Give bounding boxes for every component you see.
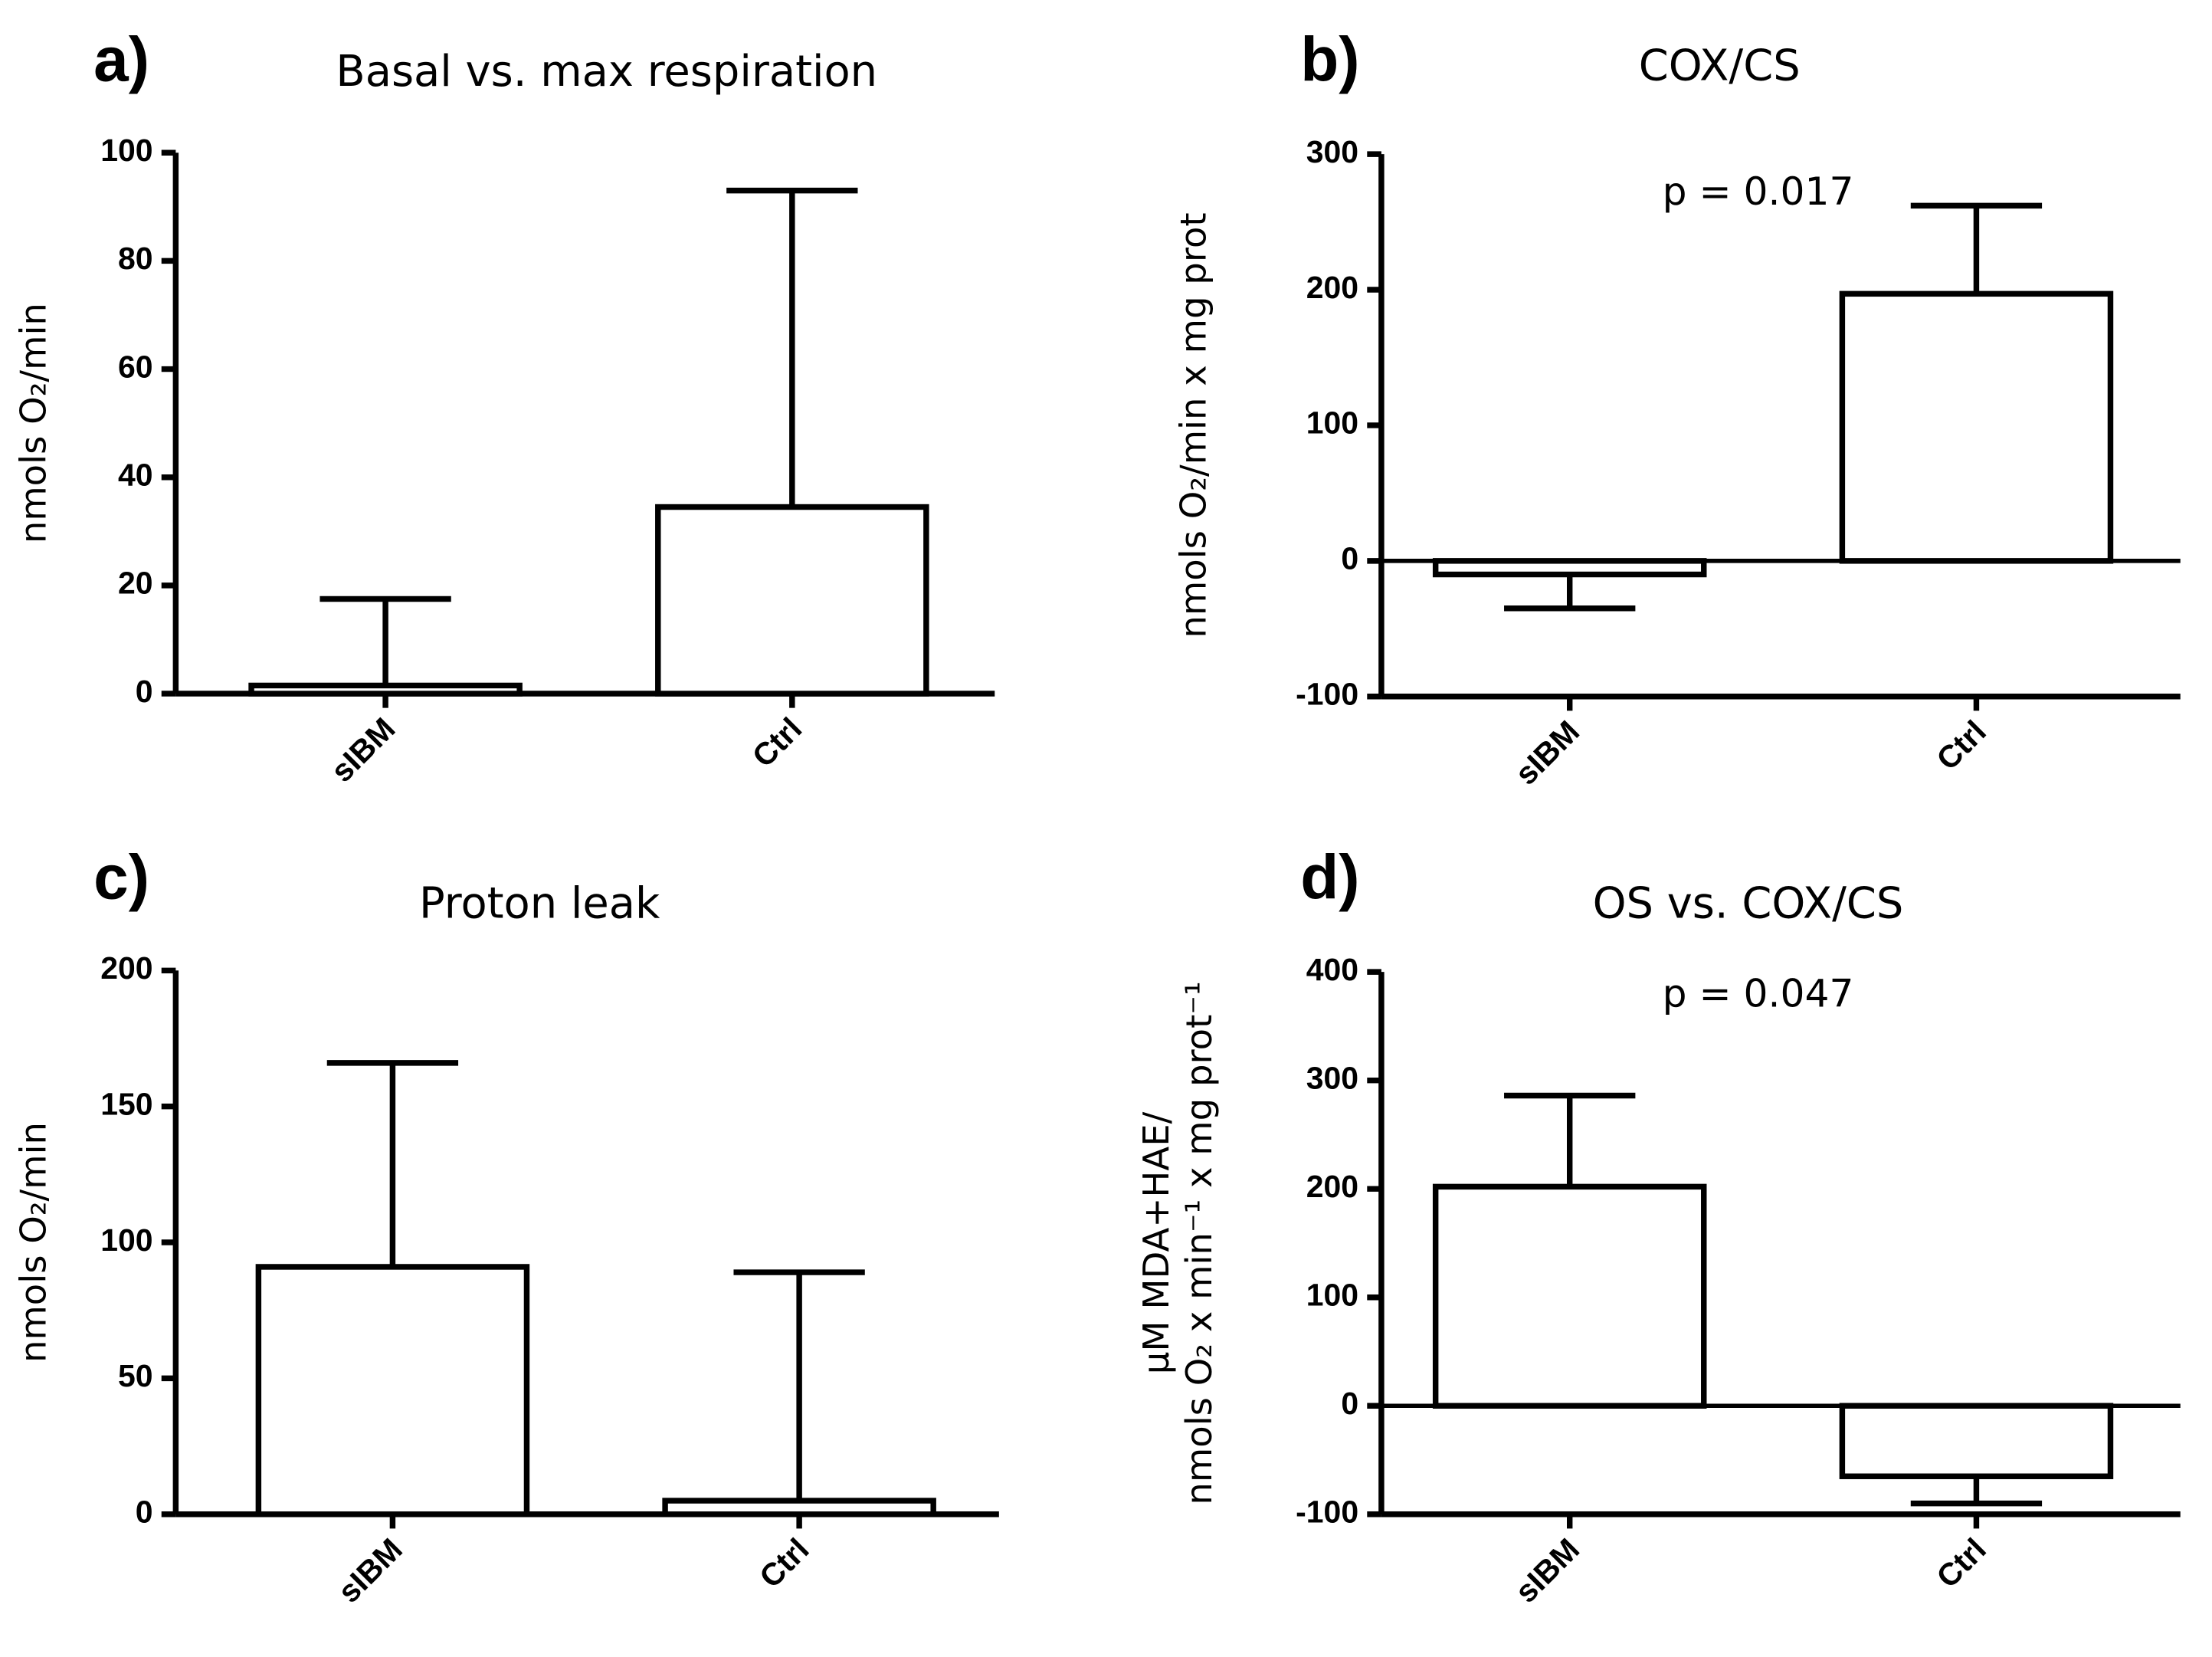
y-tick-label: 100 — [100, 1222, 152, 1258]
y-tick-label: 200 — [1306, 270, 1358, 305]
bar — [248, 682, 523, 697]
y-tick-label: 100 — [1306, 405, 1358, 441]
x-tick-label: sIBM — [331, 1531, 409, 1609]
bar — [662, 1498, 936, 1518]
bar — [1839, 1403, 2114, 1479]
y-tick-label: 100 — [1306, 1278, 1358, 1313]
y-tick-label: 60 — [118, 349, 153, 384]
y-tick-label: 0 — [136, 674, 153, 709]
y-tick-label: 40 — [118, 458, 153, 493]
panel-letter: a) — [93, 25, 149, 94]
annotation: p = 0.047 — [1663, 970, 1854, 1016]
y-axis-label: nmols O₂/min — [12, 303, 54, 543]
bar — [1432, 558, 1707, 578]
y-tick-label: 300 — [1306, 134, 1358, 169]
y-tick-label: 80 — [118, 241, 153, 276]
x-tick-label: sIBM — [1508, 714, 1586, 792]
y-tick-label: 20 — [118, 566, 153, 601]
x-tick-label: Ctrl — [752, 1531, 815, 1594]
x-tick-label: sIBM — [324, 710, 402, 789]
y-tick-label: 300 — [1306, 1060, 1358, 1095]
y-axis-label: nmols O₂/min x mg prot — [1172, 212, 1214, 638]
x-tick-label: Ctrl — [746, 710, 808, 773]
y-tick-label: 100 — [100, 133, 152, 168]
y-tick-label: 0 — [1341, 1386, 1358, 1421]
panel-letter: b) — [1300, 25, 1359, 94]
x-tick-label: sIBM — [1508, 1531, 1586, 1609]
y-tick-label: 400 — [1306, 952, 1358, 987]
chart-title: Basal vs. max respiration — [336, 47, 877, 97]
y-tick-label: -100 — [1296, 677, 1358, 712]
chart-title: Proton leak — [419, 879, 660, 929]
y-tick-label: 0 — [1341, 541, 1358, 576]
x-tick-label: Ctrl — [1929, 714, 1992, 776]
chart-title: COX/CS — [1639, 41, 1801, 91]
bar — [255, 1264, 530, 1518]
chart-title: OS vs. COX/CS — [1593, 879, 1904, 929]
bar — [655, 504, 929, 697]
bar — [1432, 1183, 1707, 1409]
bar — [1839, 290, 2114, 564]
panel-letter: c) — [93, 842, 149, 912]
y-axis-label: nmols O₂/min — [12, 1122, 54, 1363]
y-axis-label: µM MDA+HAE/ — [1135, 1111, 1177, 1374]
y-tick-label: 200 — [1306, 1169, 1358, 1204]
y-axis-label: nmols O₂ x min⁻¹ x mg prot⁻¹ — [1178, 981, 1220, 1504]
y-tick-label: 0 — [136, 1495, 153, 1530]
annotation: p = 0.017 — [1663, 169, 1854, 214]
y-tick-label: 50 — [118, 1358, 153, 1393]
y-tick-label: 200 — [100, 950, 152, 986]
y-tick-label: -100 — [1296, 1495, 1358, 1530]
x-tick-label: Ctrl — [1929, 1531, 1992, 1594]
y-tick-label: 150 — [100, 1086, 152, 1121]
panel-letter: d) — [1300, 842, 1359, 912]
